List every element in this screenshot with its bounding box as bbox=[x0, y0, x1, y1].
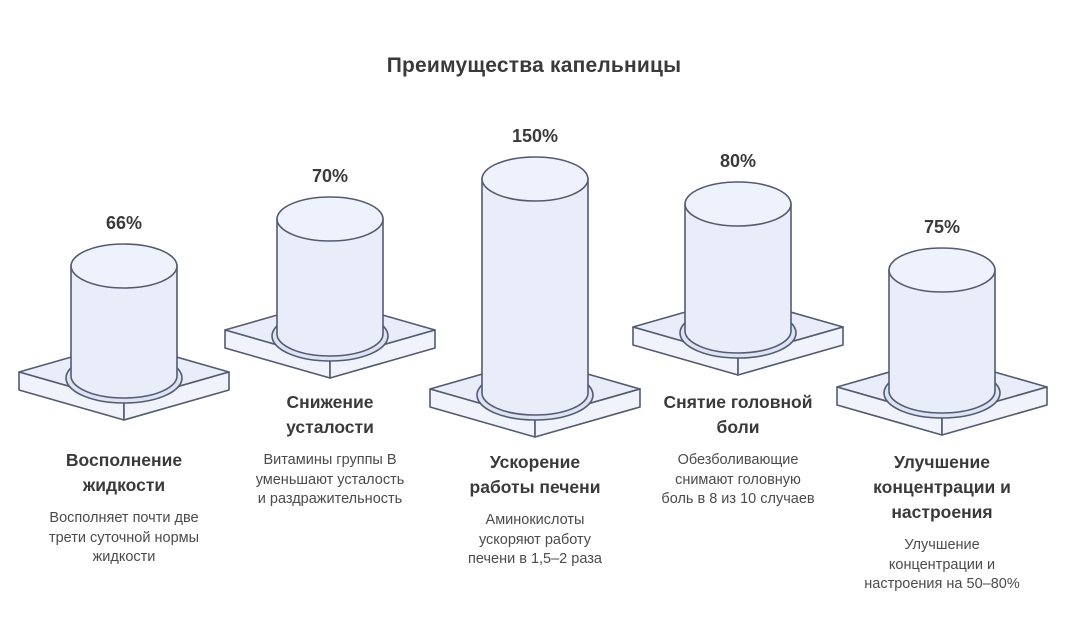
benefit-heading: Ускорение работы печени bbox=[469, 452, 601, 497]
benefit-column: Снятие головной боли Обезболивающие сним… bbox=[633, 390, 843, 510]
value-label: 75% bbox=[923, 217, 961, 237]
benefit-column: Ускорение работы печени Аминокислоты уск… bbox=[430, 450, 640, 570]
benefit-description: Восполняет почти две трети суточной норм… bbox=[48, 510, 200, 565]
benefit-description: Витамины группы В уменьшают усталость и … bbox=[255, 452, 405, 507]
value-label: 80% bbox=[719, 151, 757, 171]
benefit-heading: Восполнение жидкости bbox=[65, 450, 183, 495]
benefit-description: Улучшение концентрации и настроения на 5… bbox=[864, 537, 1020, 592]
value-label: 70% bbox=[311, 166, 349, 186]
value-label: 66% bbox=[105, 213, 143, 233]
benefit-column: Восполнение жидкости Восполняет почти дв… bbox=[19, 448, 229, 568]
benefit-description: Обезболивающие снимают головную боль в 8… bbox=[661, 452, 815, 507]
benefit-heading: Снятие головной боли bbox=[663, 392, 813, 437]
benefit-heading: Улучшение концентрации и настроения bbox=[873, 452, 1011, 522]
chart-title: Преимущества капельницы bbox=[386, 54, 682, 77]
benefit-description: Аминокислоты ускоряют работу печени в 1,… bbox=[468, 512, 602, 567]
benefit-column: Улучшение концентрации и настроения Улуч… bbox=[837, 450, 1047, 595]
value-label: 150% bbox=[511, 126, 559, 146]
benefit-heading: Снижение усталости bbox=[286, 392, 374, 437]
benefit-column: Снижение усталости Витамины группы В уме… bbox=[225, 390, 435, 510]
